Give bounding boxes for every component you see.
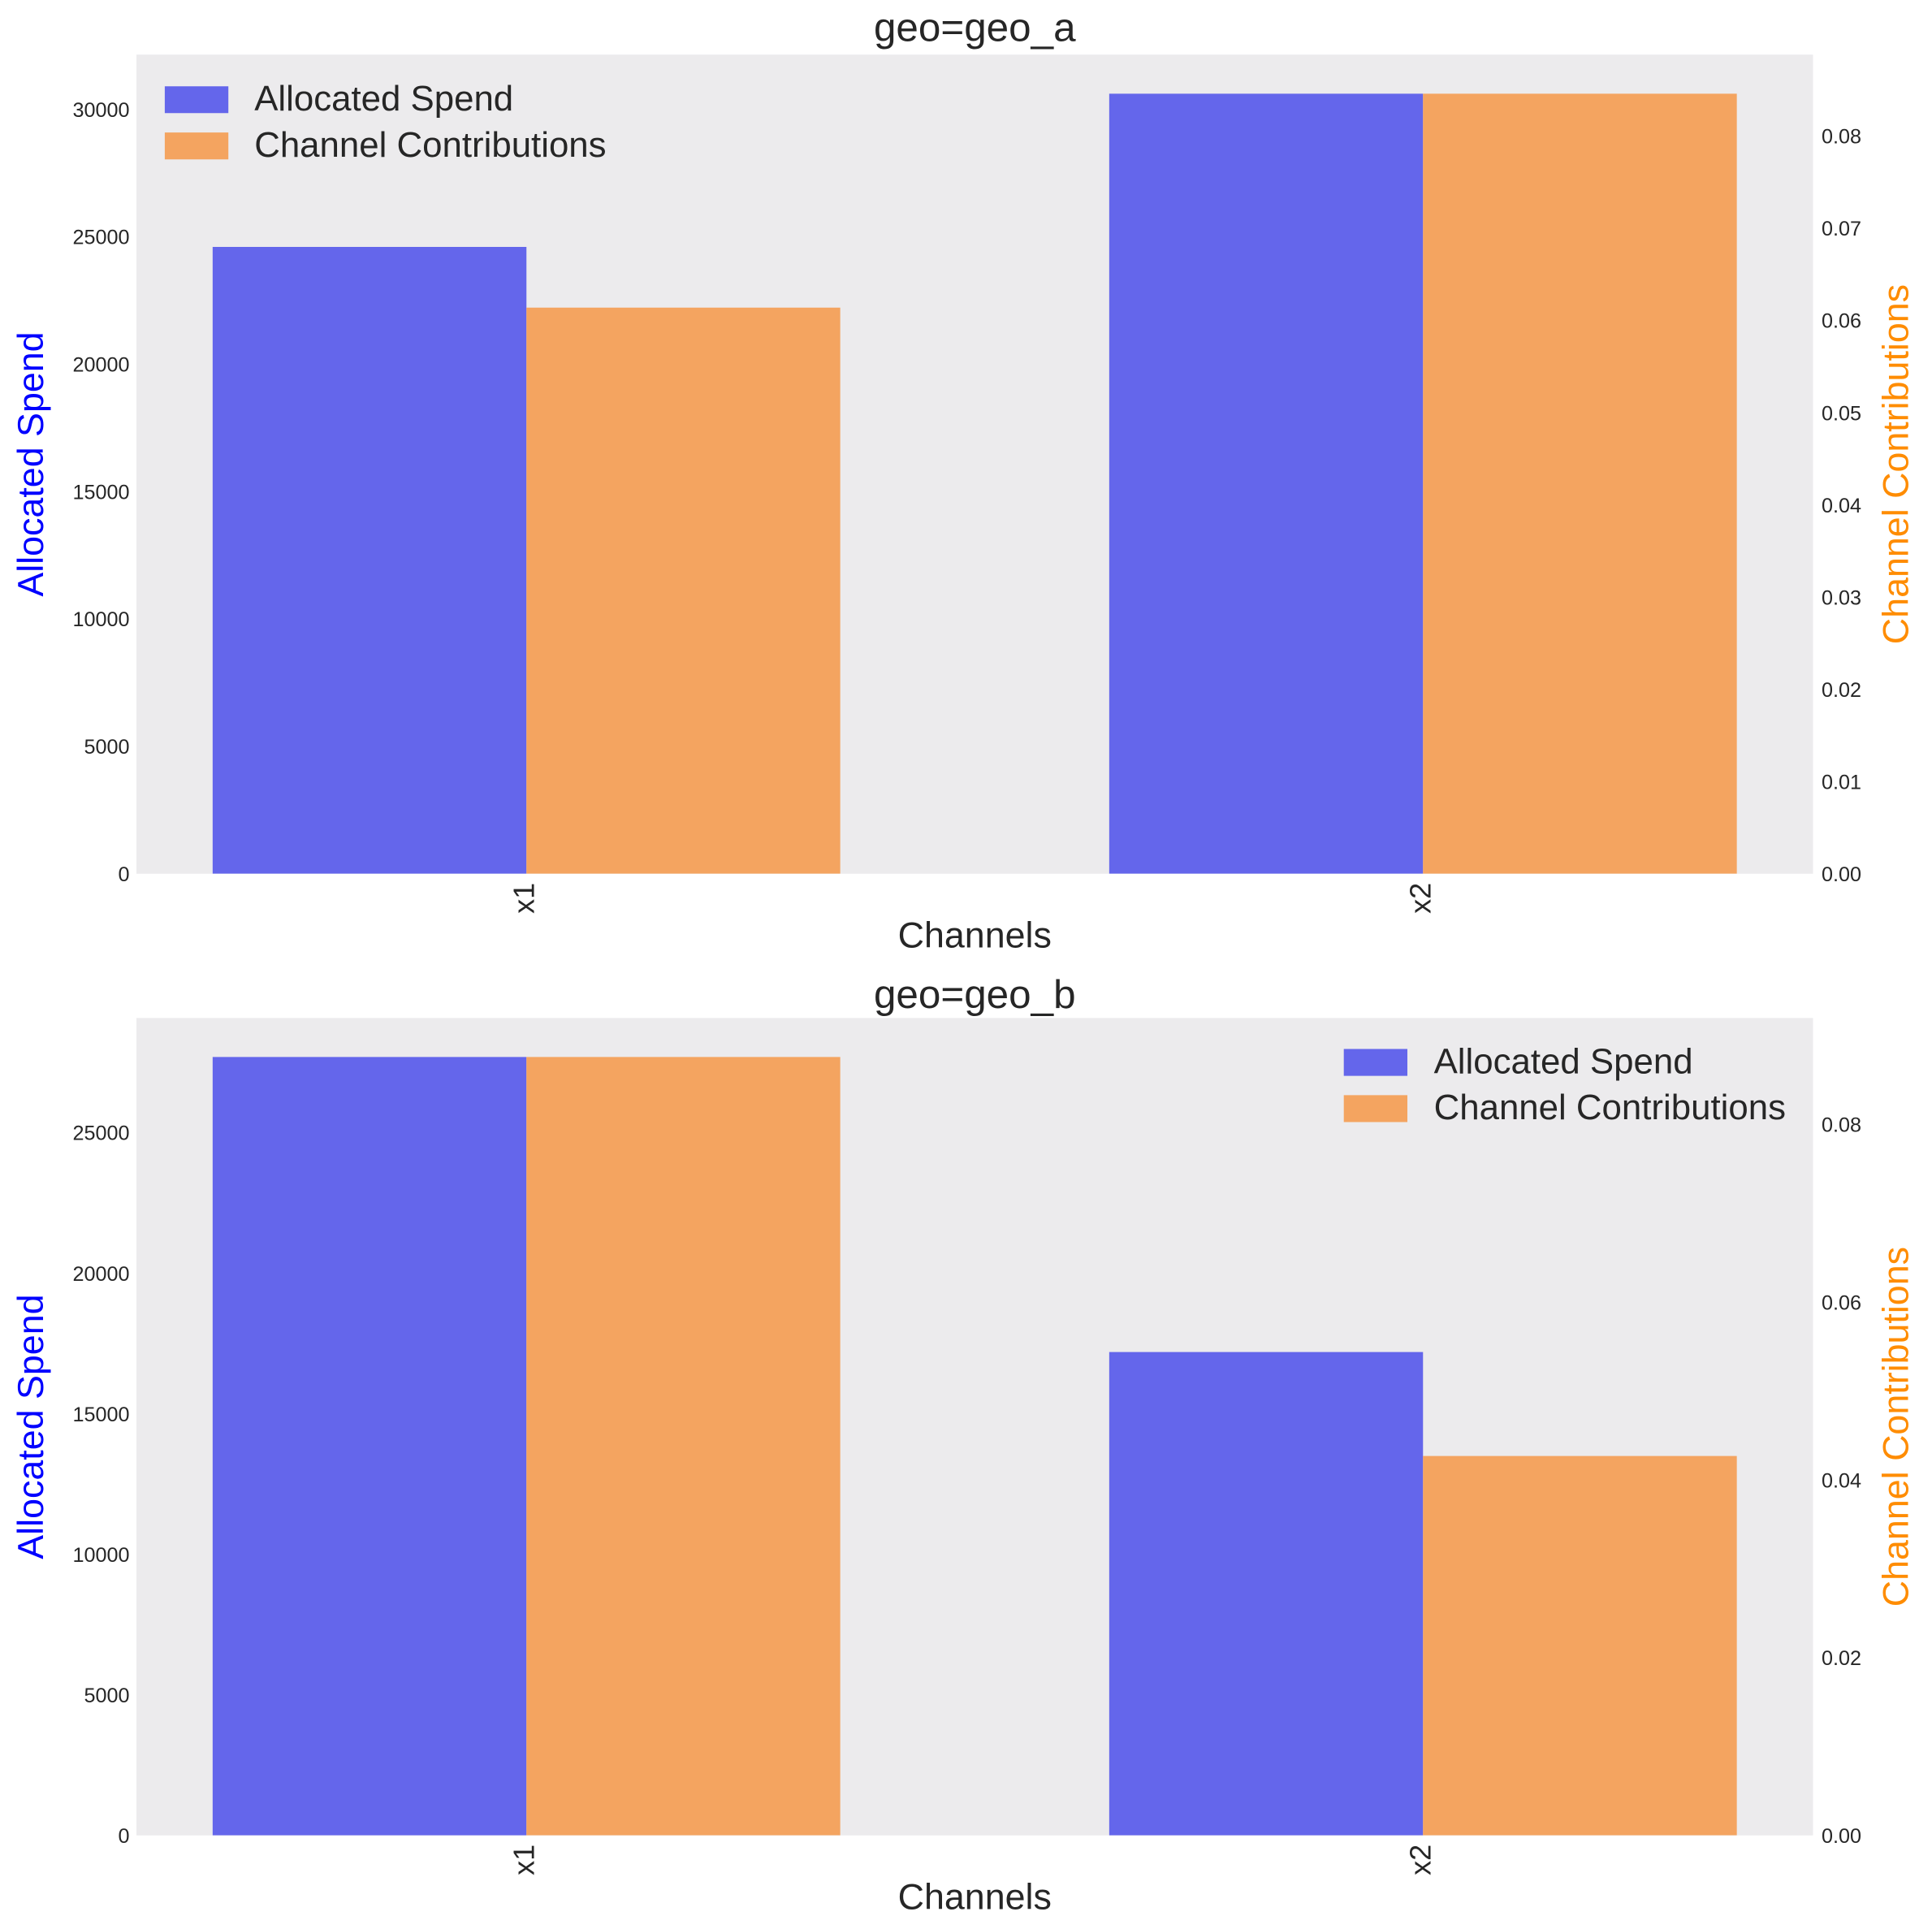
svg-text:0: 0 — [118, 863, 129, 886]
svg-text:0.00: 0.00 — [1822, 1825, 1861, 1848]
svg-text:15000: 15000 — [72, 1403, 129, 1426]
svg-text:0.08: 0.08 — [1822, 126, 1861, 149]
svg-text:Allocated Spend: Allocated Spend — [11, 331, 51, 596]
svg-text:10000: 10000 — [72, 608, 129, 631]
svg-text:Channel Contributions: Channel Contributions — [254, 125, 606, 165]
svg-text:Channel Contributions: Channel Contributions — [1434, 1088, 1786, 1127]
svg-text:0.02: 0.02 — [1822, 1647, 1861, 1670]
svg-text:0.04: 0.04 — [1822, 1469, 1861, 1492]
svg-text:x1: x1 — [508, 883, 541, 914]
svg-text:0.05: 0.05 — [1822, 402, 1861, 425]
svg-text:5000: 5000 — [84, 736, 129, 759]
svg-text:Allocated Spend: Allocated Spend — [1434, 1041, 1693, 1081]
svg-text:15000: 15000 — [72, 481, 129, 504]
svg-text:x1: x1 — [508, 1845, 541, 1875]
svg-text:0.06: 0.06 — [1822, 310, 1861, 333]
svg-text:0.01: 0.01 — [1822, 771, 1861, 794]
svg-text:Channel Contributions: Channel Contributions — [1876, 1247, 1917, 1607]
svg-text:0.02: 0.02 — [1822, 679, 1861, 702]
svg-text:30000: 30000 — [72, 99, 129, 122]
svg-text:0.06: 0.06 — [1822, 1291, 1861, 1314]
svg-text:Channels: Channels — [898, 1876, 1052, 1917]
svg-text:5000: 5000 — [84, 1685, 129, 1707]
svg-text:Channels: Channels — [898, 915, 1052, 955]
svg-text:0.04: 0.04 — [1822, 495, 1861, 517]
svg-text:0.03: 0.03 — [1822, 586, 1861, 609]
svg-text:25000: 25000 — [72, 227, 129, 249]
svg-text:geo=geo_b: geo=geo_b — [874, 972, 1076, 1017]
svg-text:Allocated Spend: Allocated Spend — [11, 1294, 51, 1559]
svg-text:Channel Contributions: Channel Contributions — [1876, 284, 1917, 644]
svg-text:0.07: 0.07 — [1822, 218, 1861, 240]
svg-text:0.08: 0.08 — [1822, 1114, 1861, 1137]
svg-text:x2: x2 — [1404, 883, 1437, 914]
svg-text:geo=geo_a: geo=geo_a — [874, 5, 1076, 50]
svg-text:10000: 10000 — [72, 1544, 129, 1567]
svg-text:25000: 25000 — [72, 1122, 129, 1145]
svg-text:x2: x2 — [1404, 1845, 1437, 1875]
svg-text:Allocated Spend: Allocated Spend — [254, 79, 513, 119]
svg-text:0.00: 0.00 — [1822, 863, 1861, 886]
svg-text:20000: 20000 — [72, 354, 129, 377]
svg-text:20000: 20000 — [72, 1263, 129, 1286]
svg-text:0: 0 — [118, 1825, 129, 1848]
